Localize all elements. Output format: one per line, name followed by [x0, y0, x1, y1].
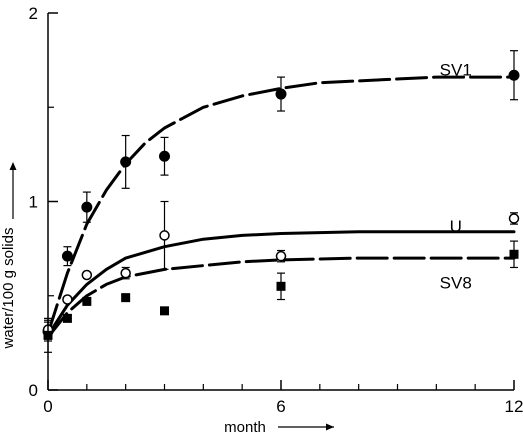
- series-label-u: U: [450, 217, 462, 236]
- data-point-sv1: [120, 156, 132, 168]
- data-point-sv1: [159, 150, 170, 162]
- y-tick-label: 2: [29, 4, 38, 23]
- y-tick-label: 0: [29, 381, 38, 400]
- data-point-sv8: [160, 306, 169, 316]
- series-label-sv8: SV8: [440, 274, 472, 293]
- data-point-sv1: [81, 201, 93, 213]
- x-axis-arrow-head: [326, 423, 334, 431]
- data-point-u: [62, 294, 73, 305]
- y-axis-label: water/100 g solids: [0, 228, 17, 350]
- data-point-u: [275, 250, 287, 262]
- x-tick-label: 0: [43, 397, 52, 416]
- x-axis-label: month: [224, 419, 266, 436]
- data-point-sv8: [62, 313, 72, 323]
- markers-layer: [42, 69, 520, 340]
- fit-curve-sv1: [46, 75, 516, 335]
- y-tick-label: 1: [29, 193, 38, 212]
- data-point-sv8: [276, 281, 286, 291]
- data-point-sv8: [121, 293, 131, 303]
- series-label-sv1: SV1: [440, 61, 472, 80]
- data-point-u: [81, 269, 93, 281]
- data-point-u: [159, 230, 170, 241]
- x-tick-label: 12: [505, 397, 523, 416]
- data-point-u: [120, 267, 131, 279]
- data-point-sv1: [61, 250, 73, 262]
- labels-layer: month water/100 g solids SV1 U SV8: [0, 61, 472, 436]
- data-point-u: [508, 213, 520, 224]
- y-axis-arrow-head: [9, 162, 17, 170]
- data-point-sv1: [508, 69, 520, 81]
- data-point-sv1: [275, 88, 287, 100]
- data-point-sv8: [82, 296, 92, 306]
- fit-curve-u: [46, 230, 516, 337]
- x-tick-label: 6: [276, 397, 285, 416]
- data-point-sv8: [509, 249, 519, 259]
